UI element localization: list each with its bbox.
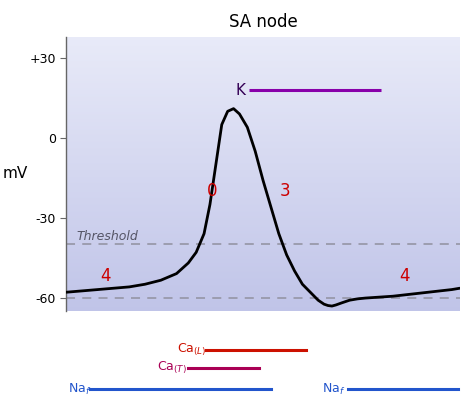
- Text: 3: 3: [279, 182, 290, 200]
- Text: Na$_f$: Na$_f$: [68, 382, 91, 397]
- Title: SA node: SA node: [228, 13, 298, 31]
- Text: 4: 4: [100, 267, 111, 285]
- Text: 4: 4: [400, 267, 410, 285]
- Text: Ca$_{(T)}$: Ca$_{(T)}$: [157, 360, 187, 376]
- Text: Threshold: Threshold: [76, 230, 138, 243]
- Y-axis label: mV: mV: [3, 166, 28, 181]
- Text: Ca$_{(L)}$: Ca$_{(L)}$: [176, 342, 206, 358]
- Text: 0: 0: [207, 182, 217, 200]
- Text: Na$_f$: Na$_f$: [322, 382, 346, 397]
- Text: K: K: [236, 83, 246, 97]
